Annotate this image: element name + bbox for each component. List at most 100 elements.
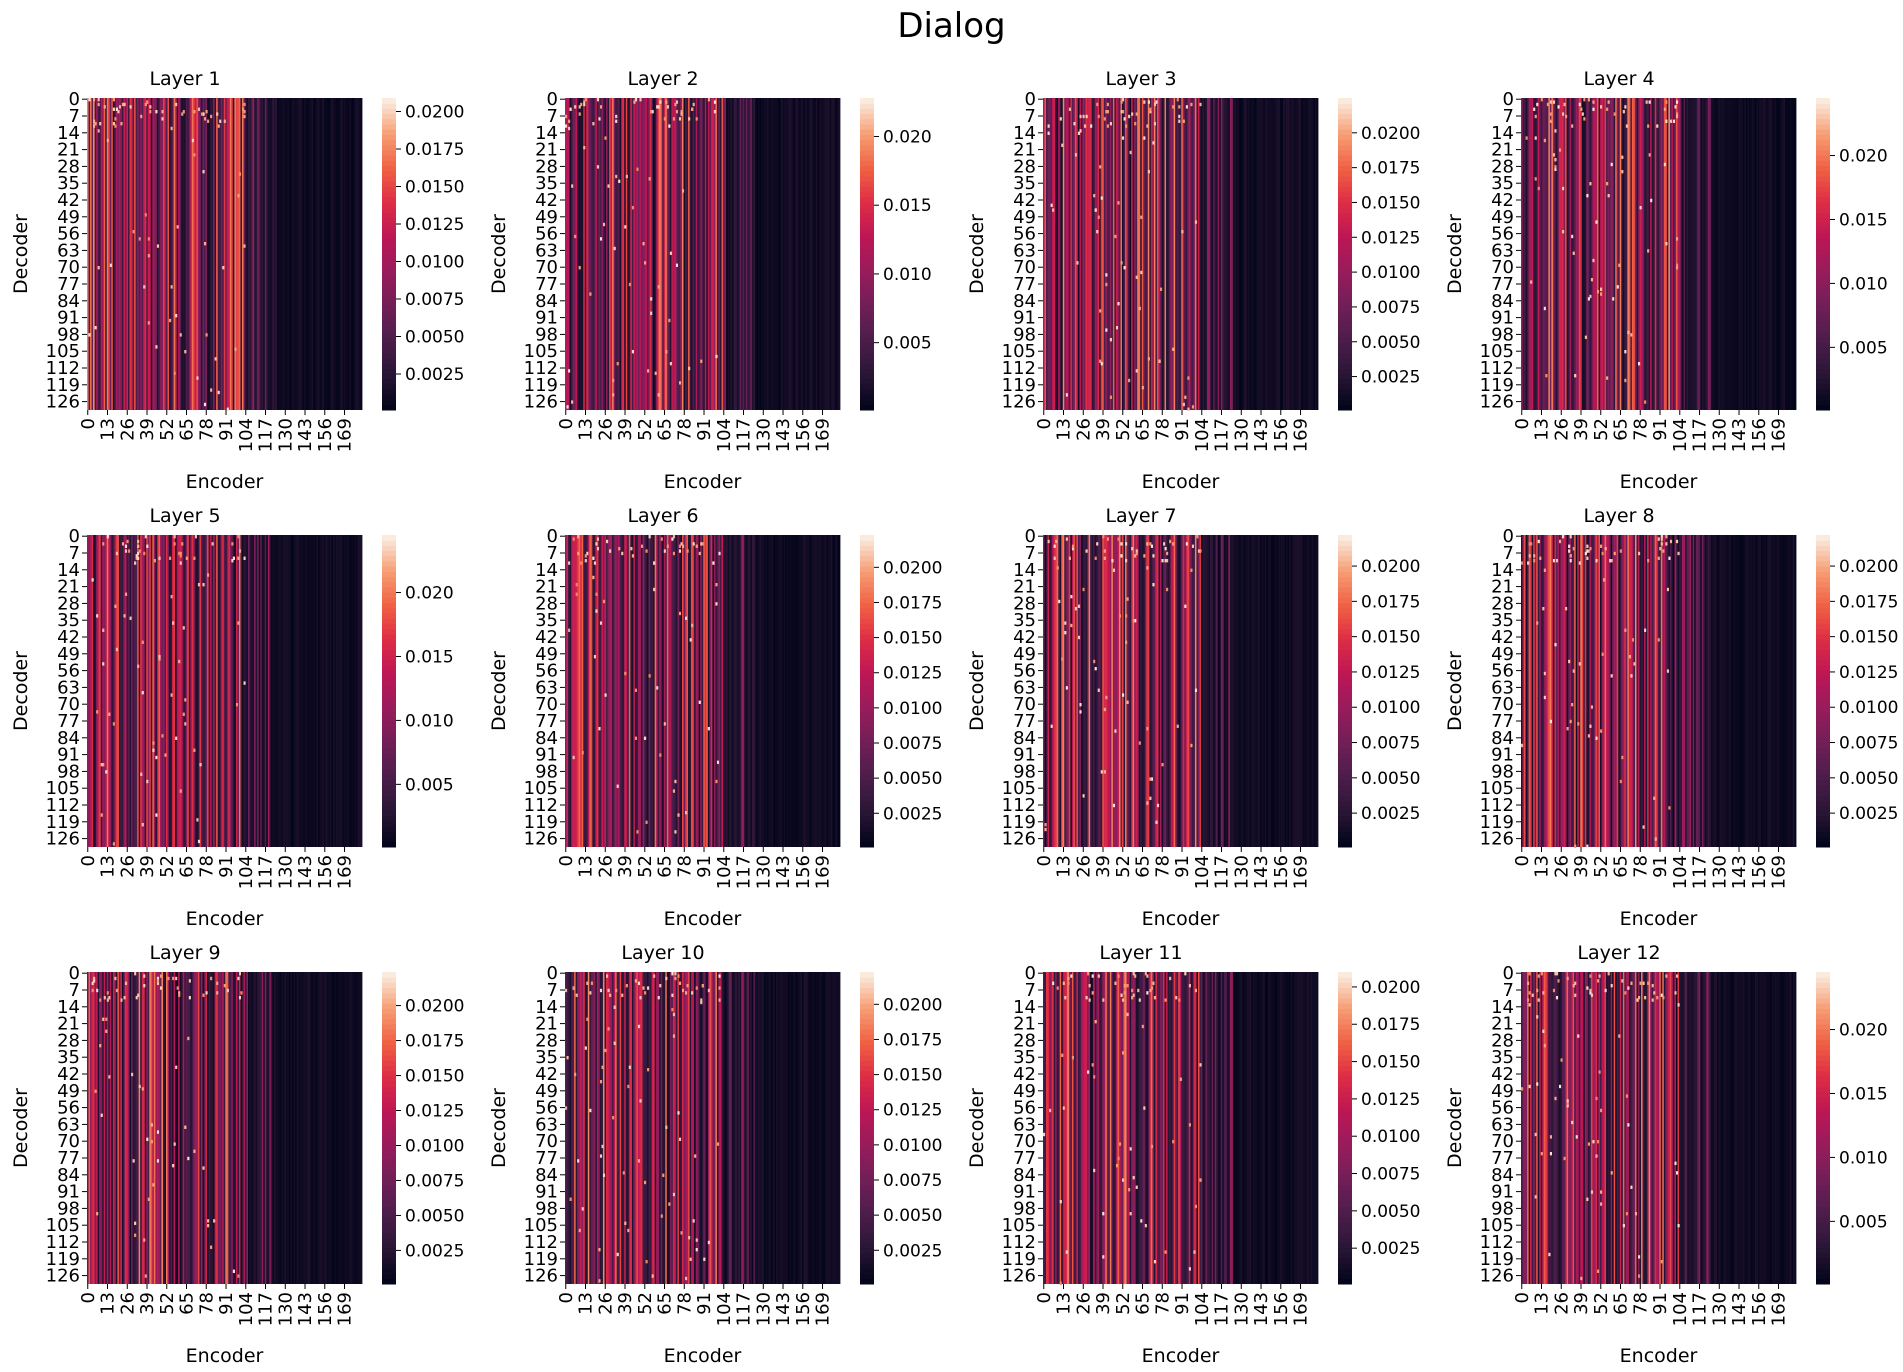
x-axis-label: Encoder xyxy=(1142,908,1220,930)
attention-peak xyxy=(695,117,698,121)
encoder-column xyxy=(124,535,127,847)
colorbar-segment xyxy=(860,1148,874,1155)
encoder-column xyxy=(1777,535,1780,847)
encoder-column xyxy=(683,535,686,847)
encoder-column xyxy=(1656,535,1659,847)
attention-peak xyxy=(184,1125,187,1129)
attention-peak xyxy=(158,556,161,560)
y-tick-label: 98 xyxy=(1013,761,1036,782)
y-tick-label: 7 xyxy=(547,543,558,564)
colorbar-segment xyxy=(860,1258,874,1264)
encoder-column xyxy=(820,535,823,847)
attention-peak xyxy=(653,587,656,592)
encoder-column xyxy=(644,98,646,410)
attention-peak xyxy=(1543,695,1546,700)
encoder-column xyxy=(1701,972,1704,1284)
encoder-column xyxy=(220,972,223,1284)
encoder-column xyxy=(105,972,108,1284)
encoder-column xyxy=(1729,972,1732,1284)
encoder-column xyxy=(1109,98,1112,410)
colorbar-segment xyxy=(1338,347,1352,354)
encoder-column xyxy=(252,972,255,1284)
attention-peak xyxy=(1584,335,1587,339)
colorbar-segment xyxy=(1338,670,1352,676)
attention-peak xyxy=(1555,972,1559,976)
encoder-column xyxy=(237,98,240,410)
attention-peak xyxy=(94,326,97,330)
attention-peak xyxy=(1082,794,1085,798)
encoder-column xyxy=(289,535,291,847)
encoder-column xyxy=(659,98,662,410)
encoder-column xyxy=(108,972,111,1284)
encoder-column xyxy=(153,972,156,1284)
attention-peak xyxy=(1049,1108,1052,1113)
attention-peak xyxy=(701,542,704,546)
encoder-column xyxy=(1053,535,1056,847)
encoder-column xyxy=(718,535,721,847)
encoder-column xyxy=(817,535,820,847)
encoder-column xyxy=(1636,98,1639,410)
colorbar-segment xyxy=(382,1180,396,1186)
attention-peak xyxy=(565,124,568,128)
encoder-column xyxy=(1593,98,1596,410)
encoder-column xyxy=(820,98,823,410)
attention-peak xyxy=(1125,559,1128,563)
encoder-column xyxy=(105,535,108,847)
attention-peak xyxy=(657,285,660,289)
encoder-column xyxy=(87,972,89,1284)
x-tick-label: 13 xyxy=(1054,855,1075,878)
attention-peak xyxy=(1528,554,1531,558)
colorbar-segment xyxy=(1338,998,1352,1004)
colorbar-segment xyxy=(860,602,874,609)
attention-peak xyxy=(1161,559,1164,563)
encoder-column xyxy=(1554,98,1557,410)
encoder-column xyxy=(200,535,203,847)
colorbar-segment xyxy=(382,118,396,125)
attention-peak xyxy=(688,366,691,371)
encoder-column xyxy=(1242,98,1244,410)
attention-peak xyxy=(1587,98,1590,102)
colorbar-segment xyxy=(382,602,396,609)
colorbar-segment xyxy=(382,587,396,593)
encoder-column xyxy=(1169,972,1172,1284)
attention-peak xyxy=(135,996,138,1000)
encoder-column xyxy=(1073,98,1076,410)
attention-peak xyxy=(147,321,150,325)
encoder-column xyxy=(1650,535,1653,847)
attention-peak xyxy=(1115,326,1119,330)
encoder-column xyxy=(1270,535,1273,847)
encoder-column xyxy=(602,98,605,410)
encoder-column xyxy=(1669,972,1672,1284)
attention-peak xyxy=(1138,306,1141,311)
encoder-column xyxy=(1223,98,1226,410)
attention-peak xyxy=(637,1024,641,1029)
y-tick-label: 98 xyxy=(1491,761,1514,782)
colorbar-segment xyxy=(1816,581,1830,588)
encoder-column xyxy=(349,972,352,1284)
attention-peak xyxy=(1185,105,1188,109)
colorbar-segment xyxy=(1338,368,1352,375)
attention-peak xyxy=(1586,556,1589,560)
attention-peak xyxy=(1637,551,1641,556)
colorbar-segment xyxy=(860,701,874,708)
attention-peak xyxy=(648,674,651,678)
x-tick-label: 104 xyxy=(236,418,257,452)
attention-peak xyxy=(146,1137,149,1141)
encoder-column xyxy=(94,972,97,1284)
attention-peak xyxy=(1172,542,1175,546)
encoder-column xyxy=(1284,98,1287,410)
x-tick-label: 156 xyxy=(315,855,336,889)
attention-peak xyxy=(602,1173,606,1177)
encoder-column xyxy=(1792,98,1795,410)
y-tick-label: 105 xyxy=(524,778,558,799)
attention-peak xyxy=(179,789,182,793)
attention-peak xyxy=(1134,554,1137,558)
encoder-column xyxy=(1634,98,1637,410)
y-tick-label: 49 xyxy=(1013,1081,1036,1102)
encoder-column xyxy=(225,98,228,410)
colorbar-segment xyxy=(860,649,874,656)
attention-peak xyxy=(607,988,610,993)
layer-3-title: Layer 3 xyxy=(1105,68,1177,90)
attention-peak xyxy=(106,998,109,1002)
attention-peak xyxy=(219,119,222,123)
